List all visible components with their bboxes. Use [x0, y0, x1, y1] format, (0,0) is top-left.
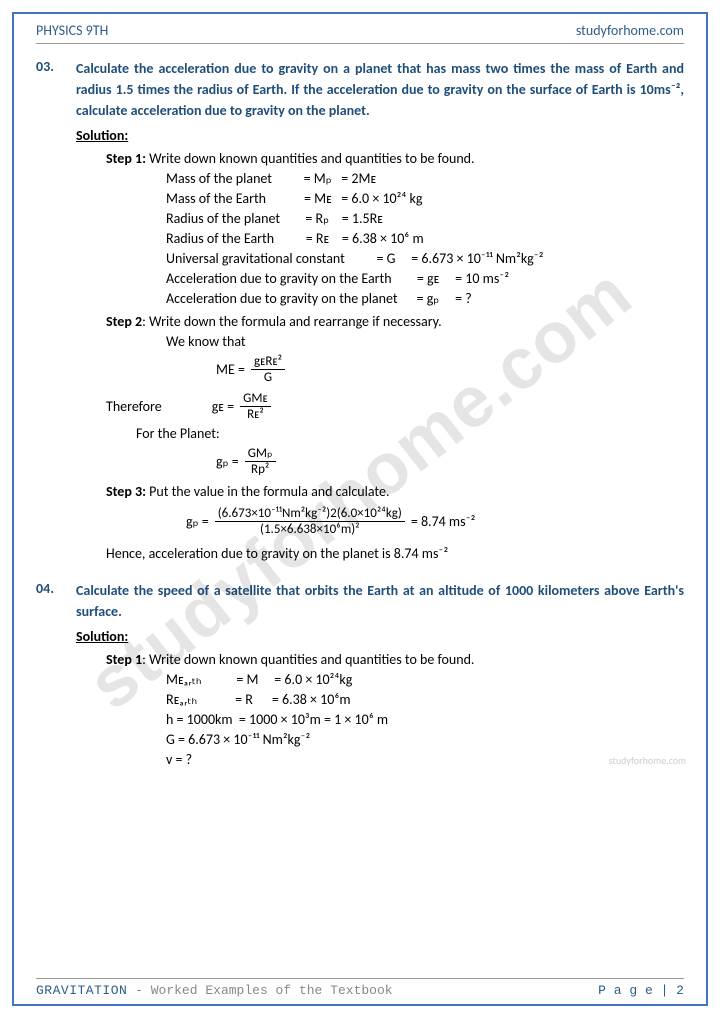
footer: GRAVITATION - Worked Examples of the Tex…: [36, 978, 684, 998]
header-right: studyforhome.com: [576, 22, 684, 39]
ge-lhs: gᴇ =: [212, 398, 234, 415]
me-num: gᴇRᴇ²: [251, 354, 285, 370]
gp-den: Rp²: [245, 462, 276, 477]
q4-step1: Step 1: Write down known quantities and …: [106, 651, 684, 668]
q4-step1-label: Step 1: [106, 651, 142, 668]
footer-sub: - Worked Examples of the Textbook: [127, 983, 392, 998]
q3-calc: gₚ = (6.673×10⁻¹¹Nm²kg⁻²)2(6.0×10²⁴kg)(1…: [186, 506, 684, 537]
q3-text: Calculate the acceleration due to gravit…: [76, 58, 684, 121]
ge-den: Rᴇ²: [240, 407, 271, 422]
step1-text: Write down known quantities and quantiti…: [146, 150, 475, 167]
calc-num: (6.673×10⁻¹¹Nm²kg⁻²)2(6.0×10²⁴kg): [215, 506, 405, 522]
page-frame: studyforhome.com PHYSICS 9TH studyforhom…: [12, 12, 708, 1006]
step3-label: Step 3:: [106, 483, 146, 500]
q3-number: 03.: [36, 58, 76, 121]
gpeq: gₚ =: [186, 513, 209, 530]
ge-frac: GMᴇRᴇ²: [240, 391, 271, 422]
question-4: 04. Calculate the speed of a satellite t…: [36, 580, 684, 622]
q4-l3: h = 1000km = 1000 × 10³m = 1 × 10⁶ m: [166, 711, 684, 728]
footer-page: P a g e | 2: [598, 983, 684, 998]
q3-l7: Acceleration due to gravity on the plane…: [166, 290, 684, 307]
small-watermark: studyforhome.com: [609, 754, 686, 767]
q3-step2: Step 2: Write down the formula and rearr…: [106, 313, 684, 330]
gp-frac: GMₚRp²: [245, 446, 276, 477]
me-den: G: [251, 370, 285, 385]
q4-l5: v = ?: [166, 751, 684, 768]
therefore: Therefore: [106, 398, 162, 415]
q4-text: Calculate the speed of a satellite that …: [76, 580, 684, 622]
q3-solution-label: Solution:: [76, 127, 684, 144]
step2-text: : Write down the formula and rearrange i…: [142, 313, 441, 330]
q3-l2: Mass of the Earth = Mᴇ = 6.0 × 10²⁴ kg: [166, 190, 684, 207]
q4-number: 04.: [36, 580, 76, 622]
ge-num: GMᴇ: [240, 391, 271, 407]
q4-solution-label: Solution:: [76, 628, 684, 645]
q3-hence: Hence, acceleration due to gravity on th…: [106, 545, 684, 562]
q3-l5: Universal gravitational constant = G = 6…: [166, 250, 684, 267]
me-lhs: ME =: [216, 361, 245, 378]
q3-eq-gp: gₚ = GMₚRp²: [216, 446, 684, 477]
gp-lhs: gₚ =: [216, 453, 239, 470]
q3-step1: Step 1: Write down known quantities and …: [106, 150, 684, 167]
q3-step3: Step 3: Put the value in the formula and…: [106, 483, 684, 500]
step3-text: Put the value in the formula and calcula…: [146, 483, 390, 500]
q3-eq-me: ME = gᴇRᴇ²G: [216, 354, 684, 385]
step2-label: Step 2: [106, 313, 142, 330]
gp-num: GMₚ: [245, 446, 276, 462]
q3-l1: Mass of the planet = Mₚ = 2Mᴇ: [166, 170, 684, 187]
q3-wkt: We know that: [166, 333, 684, 350]
calc-frac: (6.673×10⁻¹¹Nm²kg⁻²)2(6.0×10²⁴kg)(1.5×6.…: [215, 506, 405, 537]
q3-l6: Acceleration due to gravity on the Earth…: [166, 270, 684, 287]
me-frac: gᴇRᴇ²G: [251, 354, 285, 385]
q4-l1: Mᴇₐᵣₜₕ = M = 6.0 × 10²⁴kg: [166, 671, 684, 688]
header-left: PHYSICS 9TH: [36, 22, 108, 39]
q3-l4: Radius of the Earth = Rᴇ = 6.38 × 10⁶ m: [166, 230, 684, 247]
calc-result: = 8.74 ms⁻²: [411, 513, 476, 530]
question-3: 03. Calculate the acceleration due to gr…: [36, 58, 684, 121]
header: PHYSICS 9TH studyforhome.com: [36, 14, 684, 44]
for-planet: For the Planet:: [136, 425, 684, 442]
q4-l2: Rᴇₐᵣₜₕ = R = 6.38 × 10⁶m: [166, 691, 684, 708]
q4-l4: G = 6.673 × 10⁻¹¹ Nm²kg⁻²: [166, 731, 684, 748]
footer-chapter: GRAVITATION: [36, 983, 127, 998]
q3-l3: Radius of the planet = Rₚ = 1.5Rᴇ: [166, 210, 684, 227]
calc-den: (1.5×6.638×10⁶m)²: [215, 522, 405, 537]
step1-label: Step 1:: [106, 150, 146, 167]
q4-step1-text: : Write down known quantities and quanti…: [142, 651, 474, 668]
